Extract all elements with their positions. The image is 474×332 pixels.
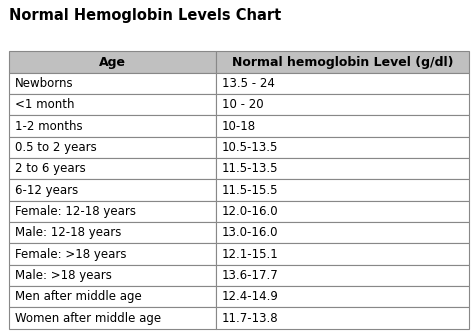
Bar [9,73,216,94]
Text: Male: >18 years: Male: >18 years [15,269,112,282]
Text: 11.5-15.5: 11.5-15.5 [222,184,279,197]
Text: 13.5 - 24: 13.5 - 24 [222,77,275,90]
Text: 11.5-13.5: 11.5-13.5 [222,162,279,175]
Text: <1 month: <1 month [15,98,75,111]
Bar [216,94,469,116]
Bar [9,265,216,286]
Text: 1-2 months: 1-2 months [15,120,83,132]
Bar [9,51,216,73]
Text: 0.5 to 2 years: 0.5 to 2 years [15,141,97,154]
Bar [9,158,216,179]
Bar [216,73,469,94]
Bar [216,137,469,158]
Bar [9,116,216,137]
Bar [9,307,216,329]
Bar [216,286,469,307]
Bar [216,222,469,243]
Bar [216,158,469,179]
Text: 6-12 years: 6-12 years [15,184,78,197]
Bar [9,201,216,222]
Bar [216,243,469,265]
Bar [216,179,469,201]
Bar [9,179,216,201]
Text: 10-18: 10-18 [222,120,256,132]
Text: 12.1-15.1: 12.1-15.1 [222,248,279,261]
Bar [216,201,469,222]
Text: 11.7-13.8: 11.7-13.8 [222,311,279,324]
Text: Male: 12-18 years: Male: 12-18 years [15,226,121,239]
Bar [9,137,216,158]
Text: Female: 12-18 years: Female: 12-18 years [15,205,136,218]
Text: Women after middle age: Women after middle age [15,311,161,324]
Bar [9,222,216,243]
Text: Female: >18 years: Female: >18 years [15,248,127,261]
Text: Age: Age [100,56,127,69]
Bar [9,243,216,265]
Text: 13.0-16.0: 13.0-16.0 [222,226,279,239]
Text: Men after middle age: Men after middle age [15,290,142,303]
Bar [216,116,469,137]
Text: Normal hemoglobin Level (g/dl): Normal hemoglobin Level (g/dl) [232,56,454,69]
Text: 10 - 20: 10 - 20 [222,98,264,111]
Text: 12.0-16.0: 12.0-16.0 [222,205,279,218]
Text: Newborns: Newborns [15,77,74,90]
Bar [216,265,469,286]
Text: 10.5-13.5: 10.5-13.5 [222,141,278,154]
Bar [216,51,469,73]
Text: 13.6-17.7: 13.6-17.7 [222,269,279,282]
Bar [216,307,469,329]
Text: Normal Hemoglobin Levels Chart: Normal Hemoglobin Levels Chart [9,8,282,23]
Bar [9,286,216,307]
Text: 12.4-14.9: 12.4-14.9 [222,290,279,303]
Text: 2 to 6 years: 2 to 6 years [15,162,86,175]
Bar [9,94,216,116]
